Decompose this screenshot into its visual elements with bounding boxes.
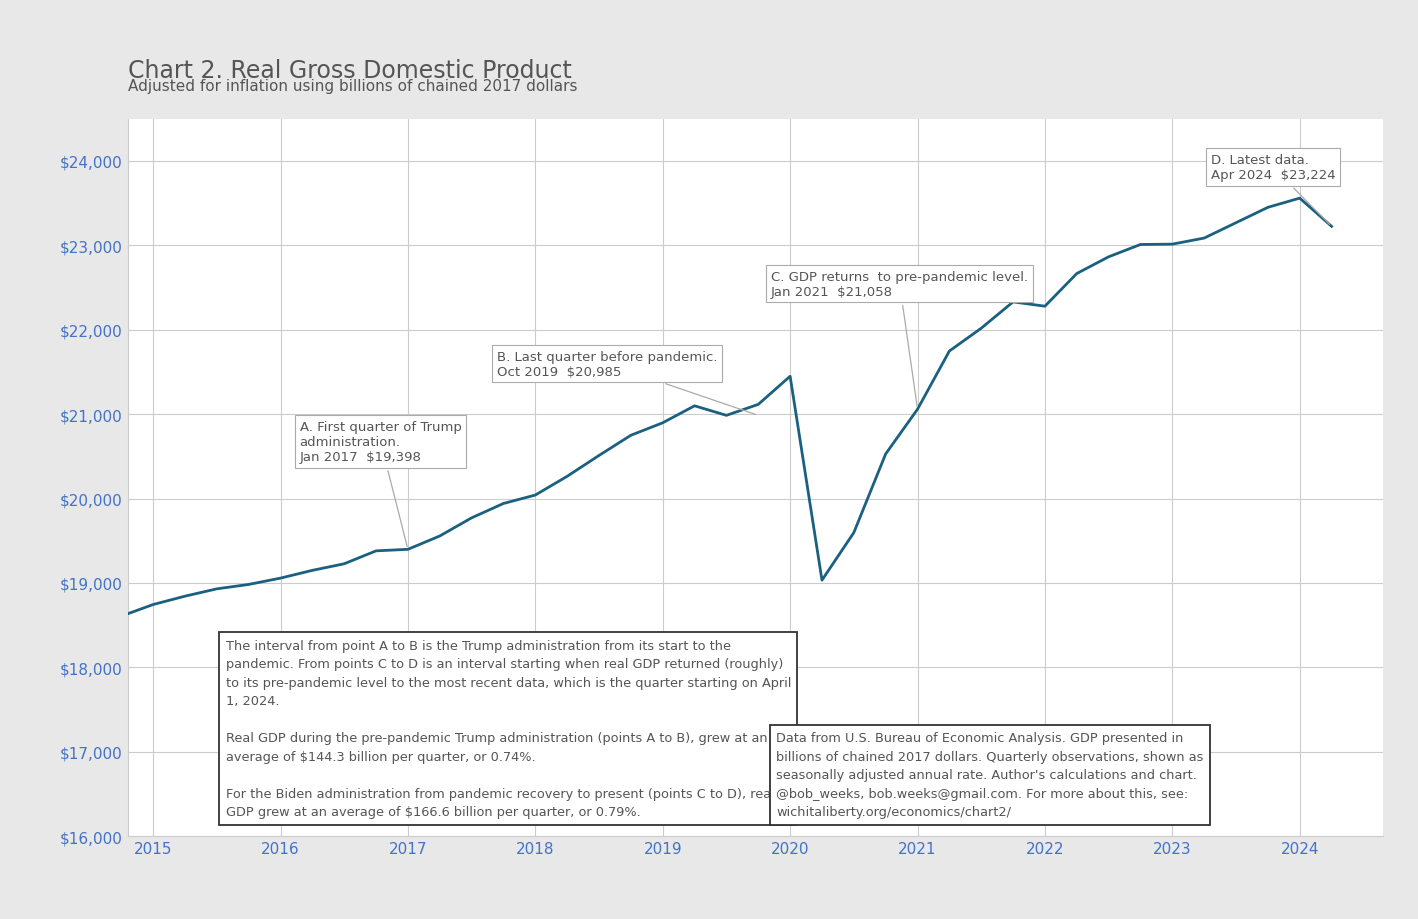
Text: B. Last quarter before pandemic.
Oct 2019  $20,985: B. Last quarter before pandemic. Oct 201… <box>498 350 756 415</box>
Text: C. GDP returns  to pre-pandemic level.
Jan 2021  $21,058: C. GDP returns to pre-pandemic level. Ja… <box>771 270 1028 407</box>
Text: Adjusted for inflation using billions of chained 2017 dollars: Adjusted for inflation using billions of… <box>128 79 577 95</box>
Text: Chart 2. Real Gross Domestic Product: Chart 2. Real Gross Domestic Product <box>128 59 571 83</box>
Text: A. First quarter of Trump
administration.
Jan 2017  $19,398: A. First quarter of Trump administration… <box>299 421 461 547</box>
Text: D. Latest data.
Apr 2024  $23,224: D. Latest data. Apr 2024 $23,224 <box>1211 153 1336 225</box>
Text: Data from U.S. Bureau of Economic Analysis. GDP presented in
billions of chained: Data from U.S. Bureau of Economic Analys… <box>777 732 1204 819</box>
Text: The interval from point A to B is the Trump administration from its start to the: The interval from point A to B is the Tr… <box>225 639 791 819</box>
